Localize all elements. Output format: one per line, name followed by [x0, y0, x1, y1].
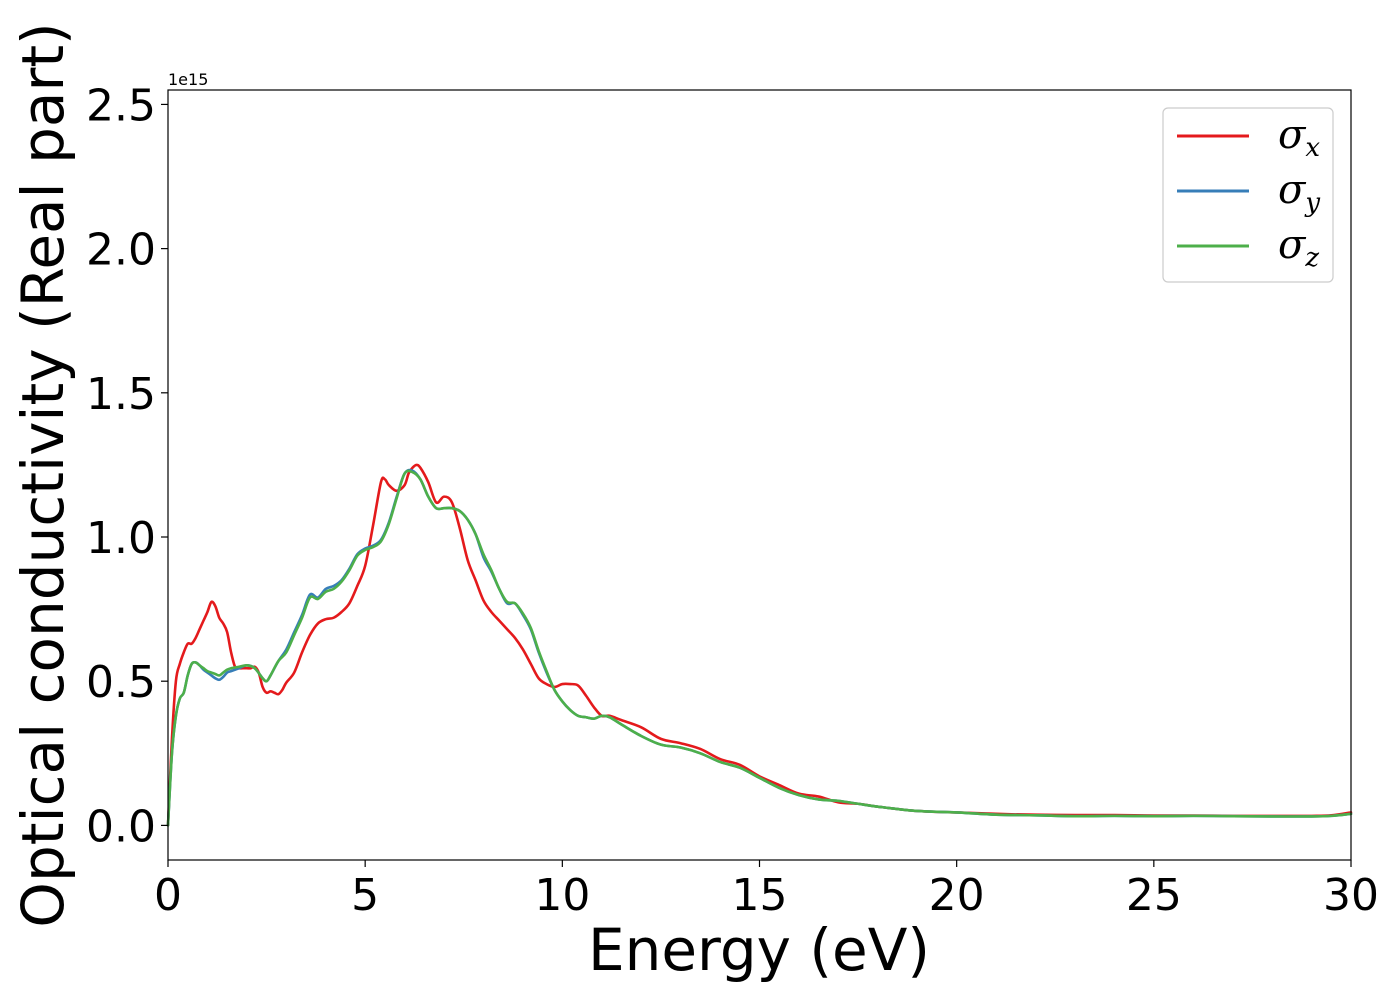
y-offset-label: 1e15	[168, 70, 208, 89]
y-tick-label: 1.5	[86, 369, 156, 420]
y-tick-label: 2.0	[86, 225, 156, 276]
y-tick-label: 0.5	[86, 657, 156, 708]
y-axis: 0.0 0.5 1.0 1.5 2.0 2.5	[86, 80, 168, 852]
y-axis-title: Optical conductivity (Real part)	[9, 22, 77, 927]
x-tick-label: 5	[351, 870, 379, 921]
legend-label-y: σy	[1278, 167, 1320, 218]
x-tick-label: 15	[732, 870, 788, 921]
x-tick-label: 25	[1126, 870, 1182, 921]
series-line-z	[166, 469, 1353, 827]
series-layer	[166, 463, 1353, 827]
x-tick-label: 0	[154, 870, 182, 921]
y-tick-label: 2.5	[86, 80, 156, 131]
legend-box	[1162, 107, 1334, 283]
x-axis: 0 5 10 15 20 25 30	[154, 860, 1379, 921]
x-tick-label: 10	[534, 870, 590, 921]
legend-label-x: σx	[1278, 112, 1320, 163]
y-tick-label: 0.0	[86, 801, 156, 852]
legend-symbol: σ	[1278, 222, 1307, 268]
legend-symbol: σ	[1278, 167, 1307, 213]
series-line-x	[166, 463, 1353, 827]
x-tick-label: 20	[929, 870, 985, 921]
y-tick-label: 1.0	[86, 513, 156, 564]
legend-subscript: z	[1304, 243, 1319, 273]
x-tick-label: 30	[1323, 870, 1379, 921]
legend-subscript: x	[1305, 133, 1320, 163]
legend-label-z: σz	[1278, 222, 1319, 273]
x-axis-title: Energy (eV)	[588, 916, 930, 984]
legend-symbol: σ	[1278, 112, 1307, 158]
legend-subscript: y	[1304, 188, 1320, 218]
